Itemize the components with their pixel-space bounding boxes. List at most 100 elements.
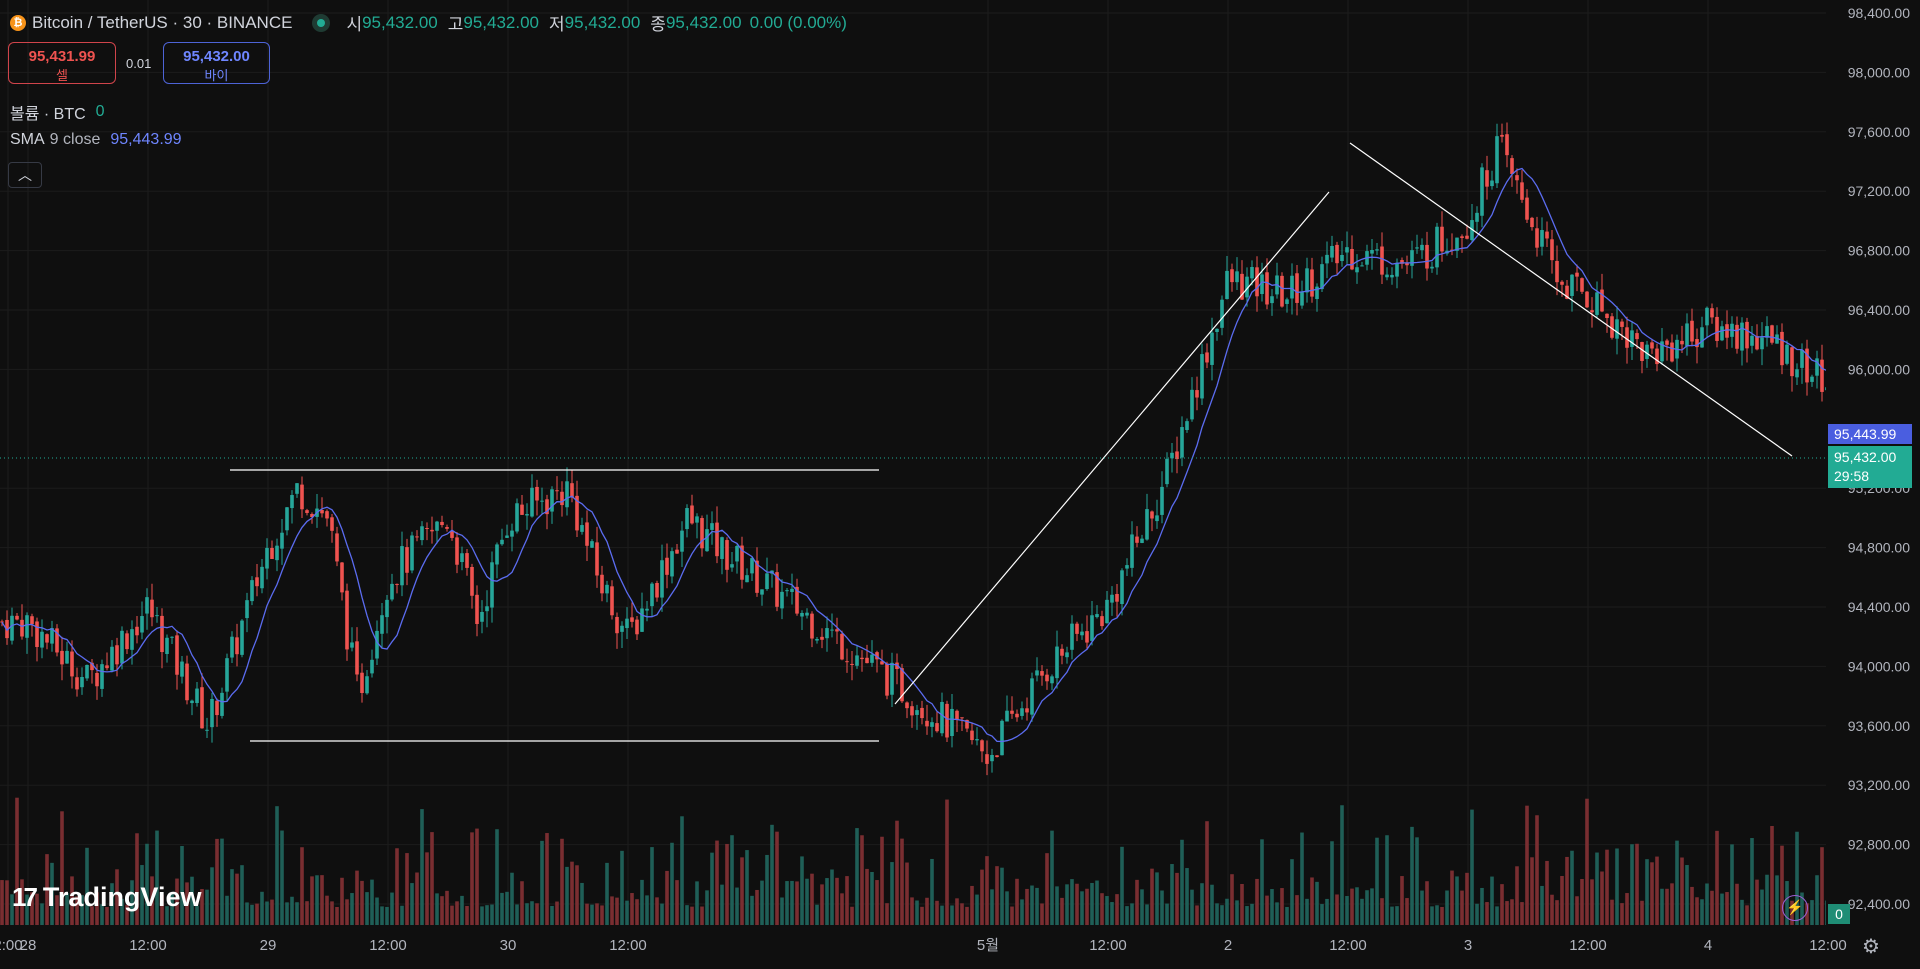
candle-body [675,549,679,554]
volume-bar [1405,898,1409,925]
buy-button[interactable]: 95,432.00 바이 [163,42,270,84]
volume-bar [385,906,389,925]
candle-body [390,583,394,600]
volume-bar [1535,815,1539,925]
candle-body [330,517,334,531]
volume-bar [1595,852,1599,925]
volume-bar [685,905,689,925]
volume-bar [1355,887,1359,925]
volume-bar [1710,890,1714,925]
volume-bar [1330,841,1334,925]
candle-body [1370,250,1374,254]
volume-bar [1165,903,1169,925]
gear-icon[interactable]: ⚙ [1862,936,1880,958]
volume-bar [1645,859,1649,925]
volume-bar [725,843,729,925]
candle-body [555,490,559,492]
candle-body [620,625,624,632]
candle-body [310,513,314,518]
volume-bar [1380,898,1384,925]
sma-params: 9 close [49,131,101,148]
candle-body [720,537,724,559]
volume-bar [330,901,334,925]
volume-bar [1010,906,1014,925]
volume-bar [1195,905,1199,925]
candle-body [1350,248,1354,270]
candle-body [1080,631,1084,636]
candle-body [40,631,44,648]
volume-bar [515,904,519,925]
sma-legend[interactable]: SMA 9 close 95,443.99 [10,131,182,149]
volume-bar [1445,890,1449,925]
candle-body [125,633,129,650]
volume-bar [1375,837,1379,925]
sell-button[interactable]: 95,431.99 셀 [8,42,116,84]
volume-bar [1525,805,1529,925]
candle-body [655,582,659,598]
volume-bar [175,878,179,925]
volume-bar [1510,899,1514,925]
symbol-title[interactable]: Bitcoin / TetherUS · 30 · BINANCE [32,12,293,32]
candle-body [400,546,404,586]
volume-bar [1435,905,1439,925]
lightning-icon[interactable]: ⚡ [1782,895,1808,921]
volume-bar [590,904,594,925]
volume-bar [1600,871,1604,925]
spread-value: 0.01 [126,56,152,71]
volume-bar [895,820,899,925]
price-tick-label: 96,000.00 [1848,361,1910,377]
volume-bar [280,830,284,925]
collapse-legend-button[interactable]: ︿ [8,162,42,188]
candle-body [1215,328,1219,332]
candle-body [730,564,734,568]
candle-body [785,590,789,592]
candle-body [490,562,494,608]
volume-bar [415,872,419,925]
volume-bar [810,873,814,925]
volume-bar [0,880,4,925]
volume-bar [110,883,114,925]
candle-body [1045,674,1049,682]
tradingview-logo[interactable]: 17 TradingView [12,882,201,913]
candle-body [915,710,919,715]
volume-bar [1255,878,1259,925]
candle-body [350,642,354,648]
volume-bar [185,882,189,925]
candle-body [1515,175,1519,181]
candle-body [460,553,464,563]
candle-body [1190,389,1194,420]
candle-body [1085,631,1089,643]
volume-bar [760,880,764,925]
volume-bar [1555,900,1559,925]
symbol-legend[interactable]: ₿ Bitcoin / TetherUS · 30 · BINANCE 시 95… [10,10,847,35]
volume-legend[interactable]: 볼륨 · BTC 0 [10,100,105,124]
candle-body [855,655,859,666]
candle-body [600,574,604,594]
price-axis[interactable]: 98,400.00 98,000.00 97,600.00 97,200.00 96,8… [1848,5,1910,912]
volume-bar [1265,895,1269,925]
volume-bar [580,882,584,925]
volume-bar [455,901,459,925]
candle-body [1490,180,1494,187]
uptrend-line [894,191,1330,705]
candle-body [1325,254,1329,264]
volume-bar [1450,870,1454,925]
trend-drawings[interactable] [230,142,1793,742]
candle-body [1070,623,1074,650]
candle-body [1095,614,1099,618]
candle-body [870,654,874,663]
volume-bar [90,906,94,925]
volume-bar [340,877,344,925]
last-price-value: 95,432.00 [1834,449,1897,465]
volume-bar [540,840,544,925]
volume-bar [215,838,219,925]
market-status-icon[interactable] [312,13,331,32]
candle-body [1540,230,1544,247]
candle-body [1120,570,1124,605]
volume-bar [165,906,169,925]
volume-bar [575,865,579,925]
volume-bar [1620,903,1624,925]
volume-bar [200,889,204,925]
